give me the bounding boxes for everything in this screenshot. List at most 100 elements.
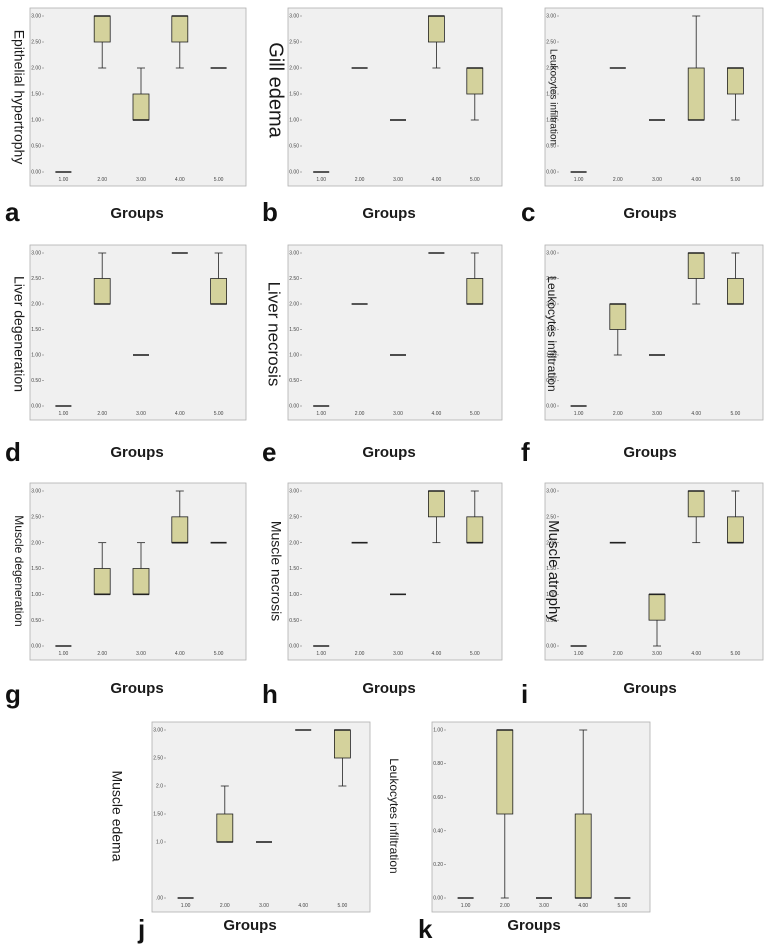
y-axis-title: Epithelial hypertrophy: [11, 30, 27, 165]
plot-area-i: [544, 482, 764, 661]
y-tick-label: 2.50: [546, 40, 556, 46]
box-iqr: [648, 593, 666, 621]
x-axis-title: Groups: [623, 680, 676, 697]
y-tick-label: 0.50: [546, 378, 556, 384]
y-tick-label: 3.00: [153, 728, 163, 734]
chart-panel-e: 0.00 0.50 1.00 1.50 2.00 2.50 3.00 1.00 2.00 3.00…: [262, 244, 503, 467]
box-a-3: [132, 67, 150, 121]
box-iqr: [427, 15, 445, 43]
box-i-4: [687, 490, 705, 544]
chart-panel-h: 0.00 0.50 1.00 1.50 2.00 2.50 3.00 1.00 2.00 3.00…: [262, 482, 503, 709]
y-tick-label: 0.00: [31, 644, 41, 650]
box-f-5: [727, 252, 744, 305]
x-axis-title: Groups: [362, 444, 415, 461]
x-axis-title: Groups: [623, 444, 676, 461]
box-iqr: [333, 729, 351, 759]
y-tick-label: 1.50: [31, 92, 41, 98]
box-a-2: [93, 15, 111, 69]
y-tick-label: 3.00: [31, 14, 41, 20]
box-iqr: [609, 303, 627, 330]
box-iqr: [687, 252, 705, 279]
y-tick-label: 1.00: [31, 118, 41, 124]
chart-panel-i: 0.00 0.50 1.00 1.50 2.00 2.50 3.00 1.00 2.00 3.00…: [521, 482, 764, 709]
y-axis-title: Muscle edema: [109, 770, 125, 861]
box-k-4: [574, 729, 592, 899]
y-tick-label: 3.00: [546, 14, 556, 20]
chart-panel-d: 0.00 0.50 1.00 1.50 2.00 2.50 3.00 1.00 2.00 3.00…: [5, 244, 247, 467]
y-axis-title: Leukocytes infiltration: [387, 758, 401, 873]
x-tick-label: 2.00: [500, 903, 510, 909]
x-tick-label: 1.00: [574, 411, 584, 417]
box-iqr: [466, 278, 484, 305]
box-c-5: [727, 67, 744, 121]
panel-letter: j: [137, 914, 145, 944]
y-tick-label: 0.00: [31, 404, 41, 410]
y-tick-label: 1.00: [289, 118, 299, 124]
x-axis-title: Groups: [362, 205, 415, 222]
x-tick-label: 1.00: [181, 903, 191, 909]
x-tick-label: 5.00: [470, 411, 480, 417]
x-axis-title: Groups: [110, 205, 163, 222]
box-iqr: [171, 516, 189, 544]
box-e-5: [466, 252, 484, 305]
box-i-5: [727, 490, 744, 544]
panel-letter: i: [521, 679, 528, 709]
x-tick-label: 1.00: [574, 177, 584, 183]
x-tick-label: 4.00: [578, 903, 588, 909]
y-tick-label: 0.50: [31, 378, 41, 384]
y-tick-label: 2.00: [31, 302, 41, 308]
box-b-5: [466, 67, 484, 121]
x-tick-label: 2.00: [97, 411, 107, 417]
y-tick-label: 0.50: [289, 378, 299, 384]
y-tick-label: 0.00: [546, 644, 556, 650]
x-tick-label: 5.00: [214, 411, 224, 417]
plot-area-j: [151, 721, 371, 913]
y-tick-label: 2.00: [31, 540, 41, 546]
plot-area-h: [287, 482, 503, 661]
box-iqr: [727, 278, 744, 305]
y-tick-label: 1.00: [289, 592, 299, 598]
y-tick-label: 0.50: [546, 618, 556, 624]
x-tick-label: 4.00: [432, 651, 442, 657]
panel-letter: h: [262, 679, 278, 709]
box-iqr: [93, 568, 111, 595]
x-tick-label: 5.00: [618, 903, 628, 909]
x-tick-label: 3.00: [652, 651, 662, 657]
box-iqr: [132, 93, 150, 121]
y-tick-label: 1.0: [156, 840, 163, 846]
box-f-4: [687, 252, 705, 305]
y-tick-label: 0.20: [433, 862, 443, 868]
chart-panel-b: 0.00 0.50 1.00 1.50 2.00 2.50 3.00 1.00 2.00 3.00…: [262, 7, 503, 227]
x-tick-label: 3.00: [136, 411, 146, 417]
y-tick-label: 1.00: [546, 118, 556, 124]
x-axis-title: Groups: [110, 444, 163, 461]
y-axis-title: Liver degeneration: [11, 276, 27, 392]
plot-area-d: [29, 244, 247, 421]
y-tick-label: 3.00: [31, 489, 41, 495]
x-tick-label: 2.00: [613, 177, 623, 183]
box-iqr: [466, 67, 484, 95]
panel-letter: g: [5, 679, 21, 709]
box-iqr: [210, 278, 228, 305]
y-tick-label: 1.00: [546, 353, 556, 359]
x-tick-label: 2.00: [220, 903, 230, 909]
y-tick-label: 0.00: [31, 170, 41, 176]
box-g-4: [171, 490, 189, 544]
panel-letter: c: [521, 197, 535, 227]
y-axis-title: Leukocytes infiltration: [545, 276, 559, 391]
y-tick-label: 2.50: [153, 756, 163, 762]
x-tick-label: 4.00: [432, 411, 442, 417]
y-tick-label: 2.50: [31, 514, 41, 520]
y-tick-label: 3.00: [289, 251, 299, 257]
y-axis-title: Gill edema: [265, 42, 287, 138]
box-iqr: [427, 490, 445, 518]
x-tick-label: 5.00: [470, 177, 480, 183]
y-tick-label: 1.50: [31, 327, 41, 333]
y-tick-label: 2.50: [31, 40, 41, 46]
box-j-2: [216, 785, 234, 843]
panel-letter: k: [418, 914, 433, 944]
x-tick-label: 3.00: [259, 903, 269, 909]
y-tick-label: 1.50: [289, 92, 299, 98]
x-tick-label: 1.00: [461, 903, 471, 909]
